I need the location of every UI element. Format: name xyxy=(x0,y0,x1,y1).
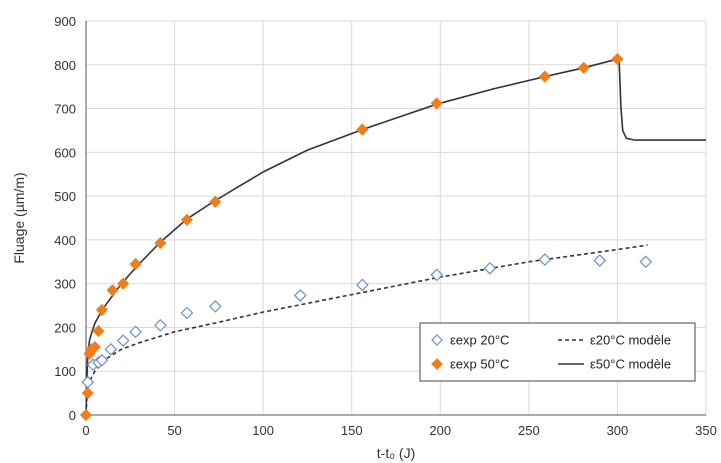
exp-50c-point xyxy=(611,53,624,66)
x-tick-label: 350 xyxy=(695,423,717,438)
exp-20c-point xyxy=(483,261,497,275)
y-tick-label: 100 xyxy=(54,364,76,379)
y-tick-label: 400 xyxy=(54,233,76,248)
legend: εexp 20°C ε20°C modèle εexp 50°C ε50°C modè… xyxy=(419,322,696,382)
x-tick-label: 0 xyxy=(82,423,89,438)
exp-20c-point xyxy=(180,306,194,320)
exp-20c-point xyxy=(104,342,118,356)
exp-50c-point xyxy=(180,213,194,226)
exp-50c-point xyxy=(538,70,551,83)
exp-20c-point xyxy=(95,353,109,367)
exp-50c-point xyxy=(209,195,222,208)
exp-20c-point xyxy=(593,254,607,267)
exp-50c-point xyxy=(79,408,93,422)
tick-labels: 0 50 100 150 200 250 300 350 0 100 200 300 400 500 600… xyxy=(54,14,717,438)
exp-50c-point xyxy=(88,341,101,354)
legend-label: ε50°C modèle xyxy=(590,357,671,372)
exp-50c-point xyxy=(356,123,369,136)
legend-label: ε20°C modèle xyxy=(590,333,671,348)
legend-label: εexp 50°C xyxy=(450,357,509,372)
x-tick-label: 300 xyxy=(607,423,629,438)
x-tick-label: 250 xyxy=(518,423,540,438)
x-tick-label: 50 xyxy=(167,423,181,438)
y-tick-label: 900 xyxy=(54,14,76,29)
exp-50c-point xyxy=(117,277,130,290)
exp-50c-point xyxy=(129,257,142,271)
exp-50c-point xyxy=(106,284,119,297)
y-tick-label: 300 xyxy=(54,277,76,292)
x-tick-label: 100 xyxy=(252,423,274,438)
grid xyxy=(85,20,707,416)
y-tick-label: 800 xyxy=(54,58,76,73)
exp-50c-point xyxy=(577,61,590,74)
y-tick-label: 500 xyxy=(54,189,76,204)
series-layer xyxy=(79,53,706,422)
exp-20c-point xyxy=(129,325,142,339)
exp-20c-point xyxy=(538,253,552,266)
y-tick-label: 0 xyxy=(69,408,76,423)
y-axis-label: Fluage (µm/m) xyxy=(11,172,27,263)
legend-marker xyxy=(431,334,443,346)
y-tick-label: 600 xyxy=(54,145,76,160)
exp-20c-point xyxy=(639,255,653,269)
exp-20c-point xyxy=(154,318,167,332)
exp-20c-point xyxy=(355,278,369,292)
exp-20c-point xyxy=(116,334,130,347)
exp-50c-point xyxy=(95,303,109,316)
x-axis-label: t-t₀ (J) xyxy=(377,445,415,461)
exp-50c-point xyxy=(154,236,167,250)
exp-20c-point xyxy=(208,300,222,313)
y-tick-label: 200 xyxy=(54,320,76,335)
exp-50c-point xyxy=(81,387,94,400)
exp-50c-point xyxy=(430,97,443,110)
legend-marker xyxy=(431,358,443,370)
model-50c-line xyxy=(85,58,706,416)
legend-box xyxy=(419,322,696,382)
x-tick-label: 150 xyxy=(341,423,363,438)
exp-20c-point xyxy=(430,268,444,282)
exp-50c-point xyxy=(92,324,105,338)
exp-20c-point xyxy=(293,289,307,302)
x-tick-label: 200 xyxy=(429,423,451,438)
legend-label: εexp 20°C xyxy=(450,333,509,348)
y-tick-label: 700 xyxy=(54,102,76,117)
